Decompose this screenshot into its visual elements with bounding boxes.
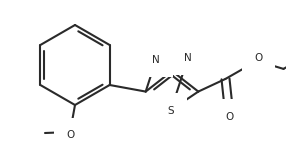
Text: S: S bbox=[168, 106, 174, 116]
Text: O: O bbox=[225, 112, 234, 122]
Text: N: N bbox=[152, 55, 160, 65]
Text: N: N bbox=[184, 53, 192, 63]
Text: O: O bbox=[254, 53, 263, 63]
Text: O: O bbox=[67, 130, 75, 140]
